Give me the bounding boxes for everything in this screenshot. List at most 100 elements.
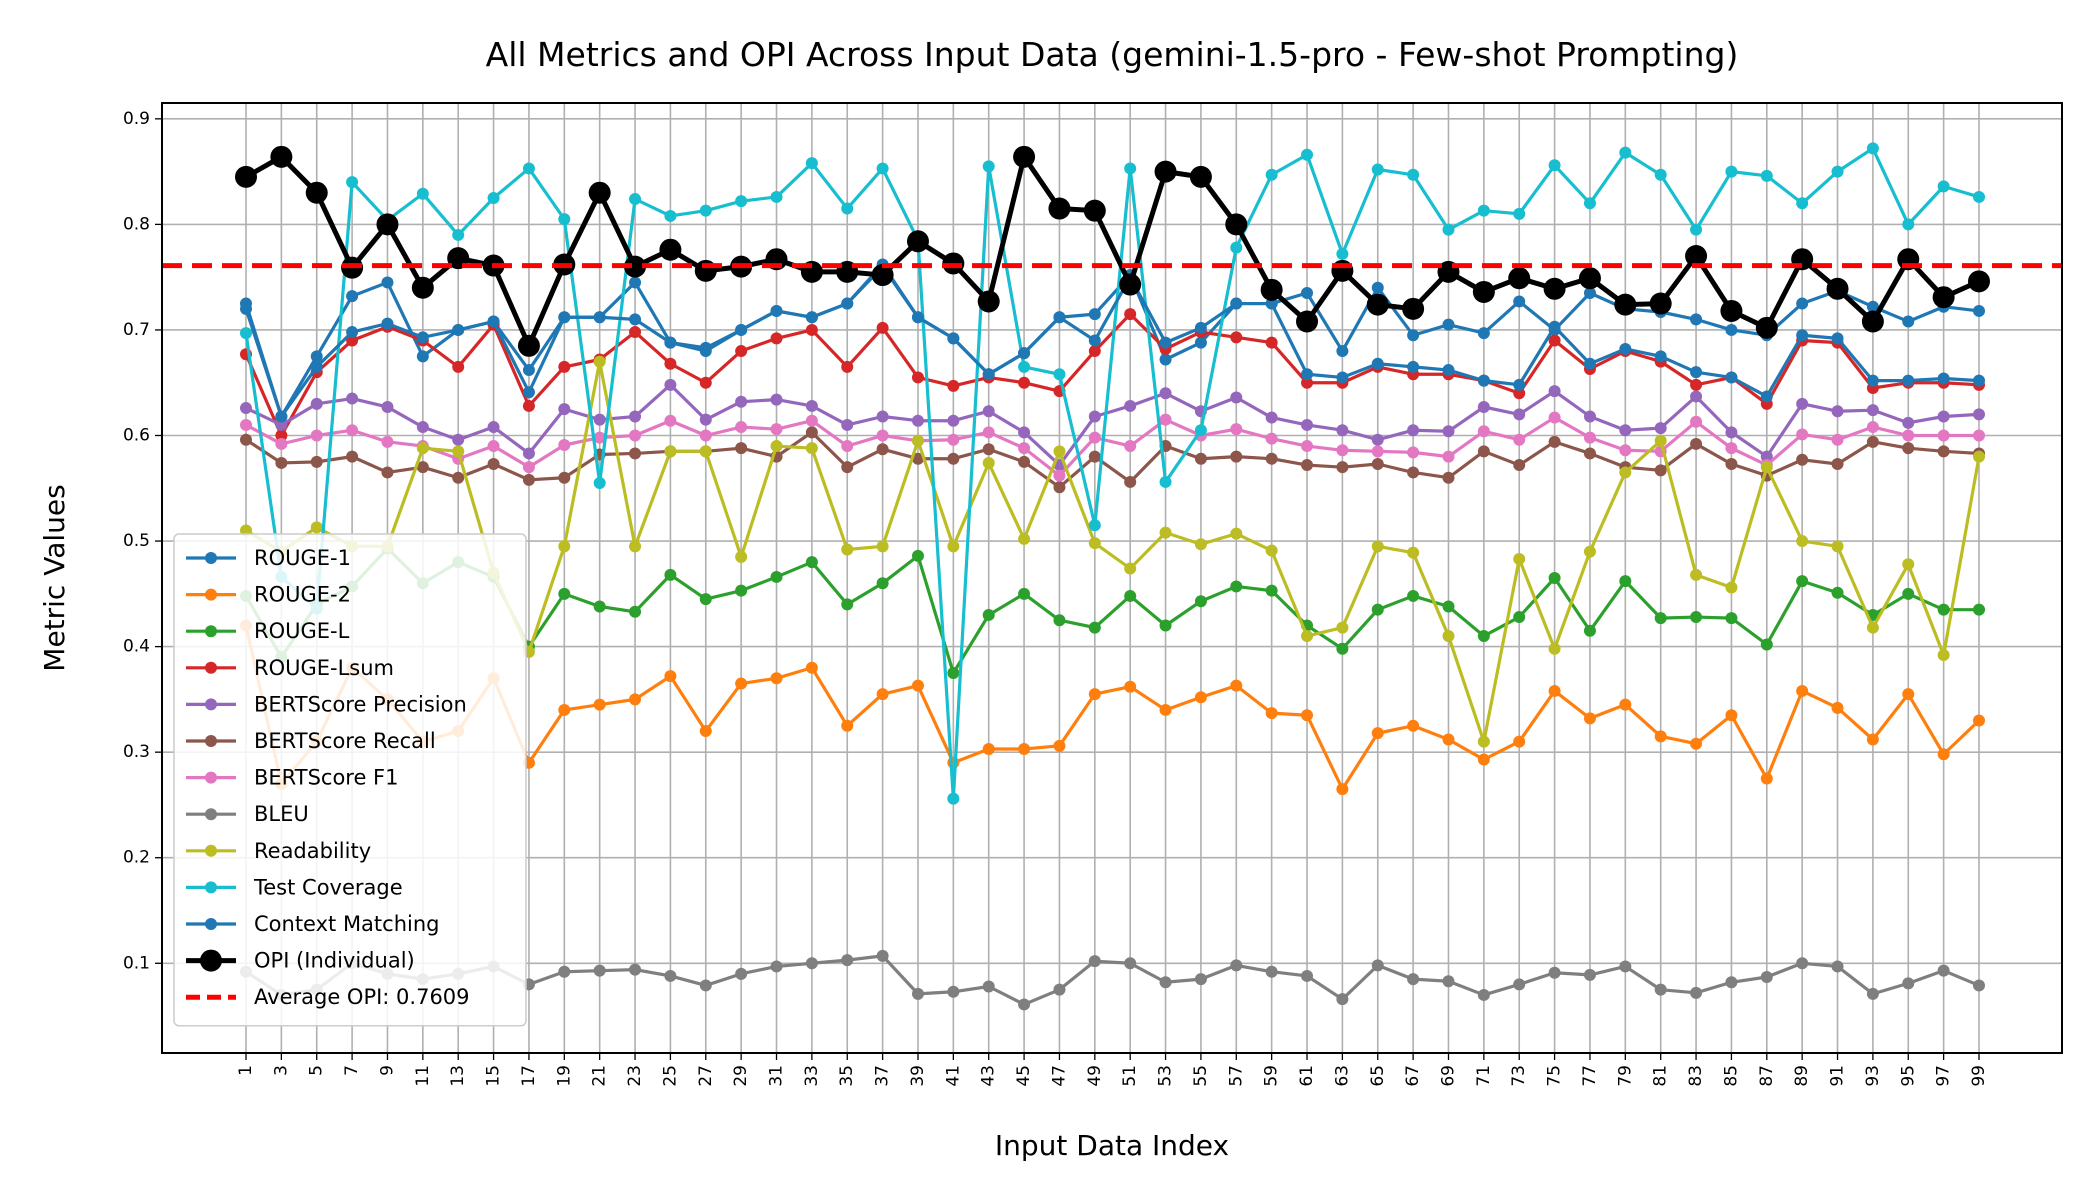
data-point xyxy=(876,443,889,456)
data-point xyxy=(1124,562,1137,575)
data-point xyxy=(1230,331,1243,344)
data-point xyxy=(381,435,394,448)
data-point xyxy=(558,540,571,553)
data-point xyxy=(1973,190,1985,203)
data-point xyxy=(1937,429,1950,442)
data-point xyxy=(841,719,854,732)
x-tick-label: 35 xyxy=(837,1065,857,1087)
x-tick-label: 39 xyxy=(908,1065,928,1087)
data-point xyxy=(911,434,924,447)
data-point xyxy=(1831,540,1844,553)
data-point xyxy=(1654,464,1667,477)
data-point xyxy=(1477,204,1490,217)
data-point xyxy=(982,160,995,173)
data-point xyxy=(911,311,924,324)
data-point xyxy=(982,426,995,439)
x-tick-label: 53 xyxy=(1156,1065,1176,1087)
data-point xyxy=(1690,390,1703,403)
data-point xyxy=(558,703,571,716)
data-point xyxy=(487,440,500,453)
data-point xyxy=(593,355,606,368)
data-point xyxy=(1371,540,1384,553)
series-line xyxy=(244,146,1980,801)
data-point xyxy=(805,442,818,455)
data-point xyxy=(522,386,535,399)
data-point xyxy=(1088,431,1101,444)
data-point xyxy=(1513,433,1526,446)
data-point xyxy=(1371,603,1384,616)
data-point xyxy=(1654,422,1667,435)
data-point xyxy=(1619,960,1632,973)
x-tick-label: 41 xyxy=(943,1065,963,1087)
legend-entry: BLEU xyxy=(186,802,309,826)
data-point xyxy=(1194,973,1207,986)
data-point xyxy=(1230,679,1243,692)
data-point xyxy=(346,424,359,437)
data-point xyxy=(1725,581,1738,594)
data-point xyxy=(805,426,818,439)
x-tick-label: 23 xyxy=(625,1065,645,1087)
data-point xyxy=(1513,553,1526,565)
data-point xyxy=(310,521,323,534)
data-point xyxy=(1725,458,1738,470)
series-line xyxy=(244,262,1980,419)
data-point xyxy=(1018,998,1031,1011)
data-point xyxy=(805,311,818,324)
data-point xyxy=(1548,385,1561,398)
x-tick-label: 17 xyxy=(519,1065,539,1087)
data-point xyxy=(1119,273,1142,296)
data-point xyxy=(1442,630,1455,643)
legend-label: BERTScore Precision xyxy=(254,692,467,716)
x-tick-label: 21 xyxy=(590,1065,610,1087)
data-point xyxy=(664,209,677,222)
data-point xyxy=(664,378,677,391)
data-point xyxy=(1831,586,1844,599)
data-point xyxy=(1265,452,1278,465)
y-axis-label: Metric Values xyxy=(38,484,71,671)
data-point xyxy=(1053,311,1066,324)
data-point xyxy=(629,193,642,206)
data-point xyxy=(624,255,647,278)
data-point xyxy=(1371,959,1384,972)
data-point xyxy=(346,326,359,339)
data-point xyxy=(1690,313,1703,326)
x-tick-label: 83 xyxy=(1686,1065,1706,1087)
data-point xyxy=(1301,368,1314,381)
x-tick-label: 1 xyxy=(236,1065,256,1076)
data-point xyxy=(1902,429,1915,442)
legend-marker xyxy=(205,625,217,638)
data-point xyxy=(1472,280,1495,303)
data-point xyxy=(1513,295,1526,308)
chart-title: All Metrics and OPI Across Input Data (g… xyxy=(486,35,1739,74)
data-point xyxy=(735,677,748,690)
series-line xyxy=(244,625,1981,791)
data-point xyxy=(1690,986,1703,999)
data-point xyxy=(982,368,995,381)
data-point xyxy=(1124,957,1137,970)
data-point xyxy=(906,230,929,253)
data-point xyxy=(1442,471,1455,484)
data-point xyxy=(1796,535,1809,548)
data-point xyxy=(947,433,960,446)
data-point xyxy=(593,431,606,444)
data-point xyxy=(1194,321,1207,334)
legend-entry: Context Matching xyxy=(186,912,440,936)
data-point xyxy=(629,540,642,553)
data-point xyxy=(1831,332,1844,345)
x-tick-label: 25 xyxy=(660,1065,680,1087)
data-point xyxy=(452,445,465,458)
data-point xyxy=(310,455,323,468)
data-point xyxy=(1336,621,1349,634)
data-point xyxy=(1902,977,1915,990)
data-point xyxy=(1230,580,1243,593)
data-point xyxy=(1230,241,1243,254)
data-point xyxy=(1760,461,1773,474)
y-tick-label: 0.6 xyxy=(123,426,150,446)
data-point xyxy=(558,587,571,600)
data-point xyxy=(522,461,535,474)
data-point xyxy=(1053,983,1066,996)
x-tick-label: 61 xyxy=(1297,1065,1317,1087)
x-tick-label: 99 xyxy=(1969,1065,1989,1087)
data-point xyxy=(305,181,328,204)
data-point xyxy=(1124,589,1137,602)
